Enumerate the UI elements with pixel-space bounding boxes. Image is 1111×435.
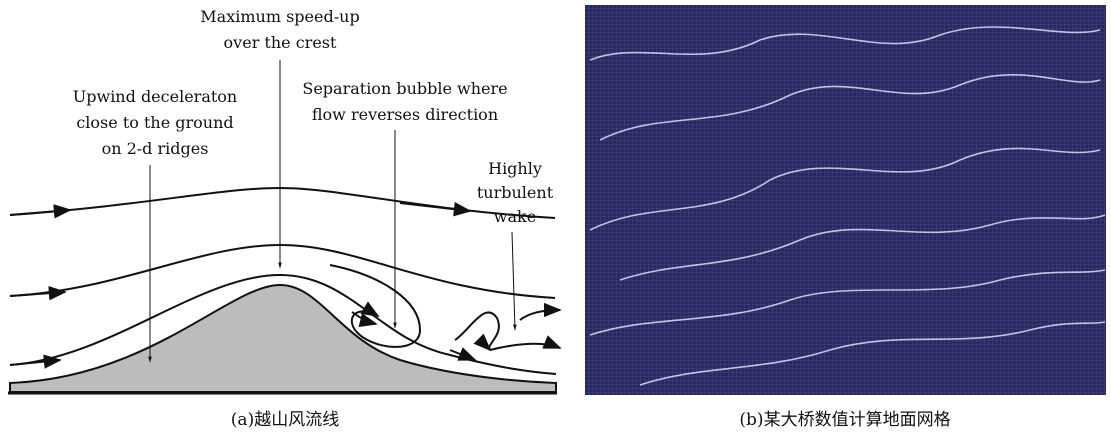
annotation: turbulent [477, 183, 554, 202]
caption: (a)越山风流线 [231, 410, 339, 430]
arrow [10, 210, 70, 215]
pointer [512, 232, 515, 330]
wake-eddy [520, 310, 560, 320]
annotation: Separation bubble where [302, 79, 507, 98]
arrow [400, 203, 470, 211]
mesh-grid [585, 5, 1106, 395]
annotation: over the crest [224, 33, 337, 52]
figure: Maximum speed-up over the crest Upwind d… [0, 0, 1111, 435]
annotation: wake [494, 207, 536, 226]
wake-eddy [455, 312, 499, 350]
annotation: close to the ground [76, 113, 233, 132]
streamline [10, 188, 555, 218]
wake-eddy [490, 344, 560, 350]
hill [10, 285, 556, 392]
annotation: Upwind deceleraton [73, 87, 237, 106]
annotation: on 2-d ridges [102, 139, 209, 158]
annotation: Highly [488, 159, 542, 178]
caption: (b)某大桥数值计算地面网格 [739, 410, 950, 430]
annotation: flow reverses direction [312, 105, 498, 124]
flow-diagram: Maximum speed-up over the crest Upwind d… [8, 7, 560, 430]
annotation: Maximum speed-up [200, 7, 359, 26]
arrow [10, 292, 65, 296]
terrain-mesh: (b)某大桥数值计算地面网格 [585, 5, 1106, 430]
